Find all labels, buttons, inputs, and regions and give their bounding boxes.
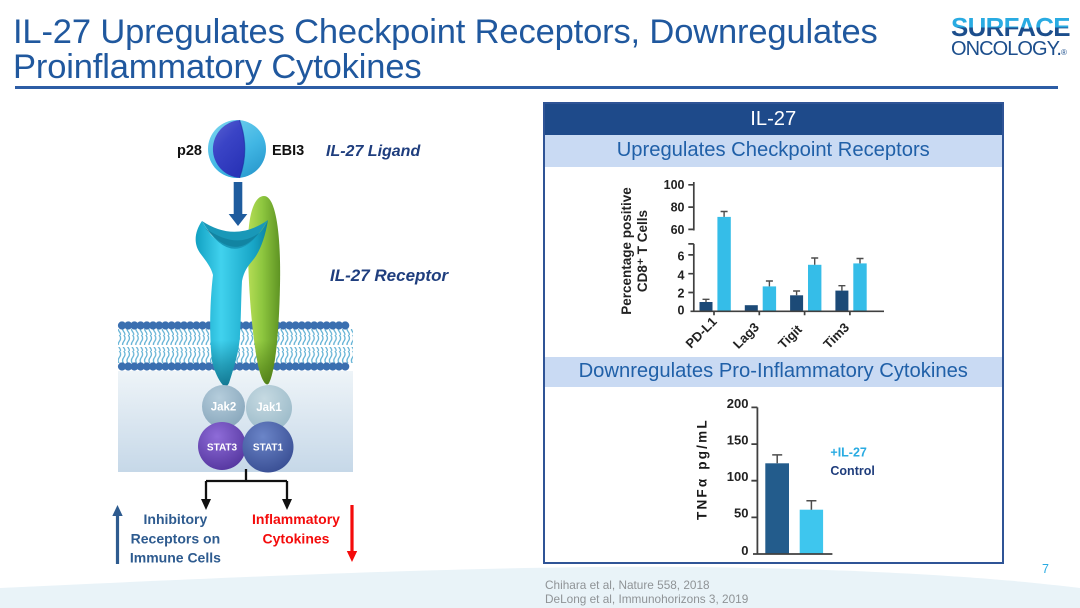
svg-text:0: 0 [741, 543, 748, 558]
svg-text:IL-27 Receptor: IL-27 Receptor [330, 266, 449, 285]
svg-text:STAT1: STAT1 [253, 442, 284, 453]
svg-text:CD8⁺ T Cells: CD8⁺ T Cells [635, 210, 650, 292]
svg-text:STAT3: STAT3 [207, 442, 238, 453]
svg-text:50: 50 [734, 506, 748, 521]
svg-text:80: 80 [671, 201, 685, 215]
svg-text:60: 60 [671, 223, 685, 237]
svg-text:Inflammatory: Inflammatory [252, 511, 340, 527]
svg-text:0: 0 [678, 304, 685, 318]
svg-text:100: 100 [727, 469, 749, 484]
svg-text:Tim3: Tim3 [820, 320, 852, 352]
svg-text:p28: p28 [177, 143, 202, 159]
svg-text:EBI3: EBI3 [272, 143, 304, 159]
svg-text:Control: Control [830, 464, 874, 478]
svg-text:100: 100 [664, 178, 685, 192]
svg-text:PD-L1: PD-L1 [683, 314, 720, 351]
svg-text:Tigit: Tigit [775, 321, 805, 351]
svg-text:6: 6 [678, 250, 685, 264]
svg-text:Receptors on: Receptors on [131, 530, 220, 546]
svg-text:Jak1: Jak1 [256, 402, 282, 414]
svg-text:Immune Cells: Immune Cells [130, 550, 221, 566]
svg-text:200: 200 [727, 396, 749, 411]
svg-text:Lag3: Lag3 [730, 320, 762, 352]
svg-text:150: 150 [727, 432, 749, 447]
svg-text:2: 2 [678, 287, 685, 301]
svg-text:Cytokines: Cytokines [263, 530, 330, 546]
svg-text:4: 4 [678, 269, 685, 283]
svg-text:TNFα pg/mL: TNFα pg/mL [695, 418, 710, 520]
svg-text:Percentage positive: Percentage positive [619, 187, 634, 315]
svg-text:IL-27 Ligand: IL-27 Ligand [326, 143, 421, 160]
svg-text:+IL-27: +IL-27 [830, 445, 867, 459]
svg-text:Jak2: Jak2 [211, 402, 237, 414]
svg-text:Inhibitory: Inhibitory [144, 511, 208, 527]
